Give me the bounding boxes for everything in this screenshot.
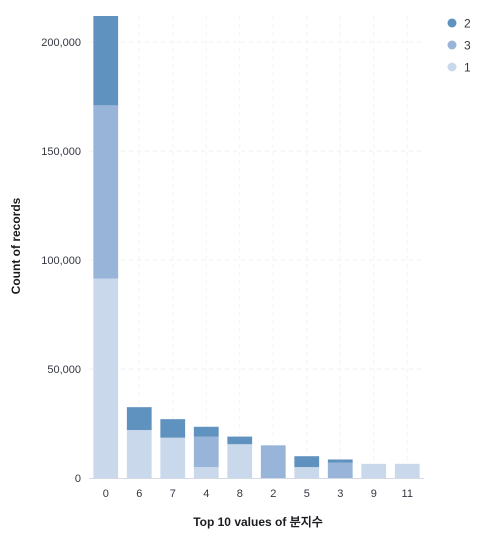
legend-item-2[interactable]: 2 — [447, 17, 472, 31]
legend-label: 1 — [464, 61, 471, 75]
legend-swatch — [447, 18, 457, 28]
legend-swatch — [447, 62, 457, 72]
bar-segment-0-series-1[interactable] — [93, 278, 119, 478]
y-tick-label: 0 — [75, 473, 81, 485]
x-tick-label: 5 — [304, 488, 310, 500]
x-tick-label: 9 — [371, 488, 377, 500]
bar-segment-6-series-2[interactable] — [126, 407, 152, 431]
axes: 0 50,000 100,000 150,000 200,000 0 6 7 4 8 2 5 3 9 11 — [41, 37, 424, 500]
y-axis-title: Count of records — [9, 197, 23, 294]
x-tick-label: 6 — [136, 488, 142, 500]
y-tick-label: 100,000 — [41, 255, 81, 267]
y-tick-label: 50,000 — [47, 364, 81, 376]
y-tick-label: 150,000 — [41, 146, 81, 158]
bar-segment-0-series-2[interactable] — [93, 16, 119, 106]
bars — [93, 16, 420, 478]
bar-segment-3-series-2[interactable] — [327, 459, 353, 463]
bar-segment-8-series-2[interactable] — [227, 436, 253, 445]
bar-segment-7-series-1[interactable] — [160, 437, 186, 478]
bar-segment-4-series-2[interactable] — [193, 426, 219, 437]
x-tick-label: 4 — [203, 488, 209, 500]
bar-segment-4-series-3[interactable] — [193, 436, 219, 468]
bar-segment-6-series-1[interactable] — [126, 430, 152, 478]
legend-swatch — [447, 40, 457, 50]
bar-segment-7-series-2[interactable] — [160, 419, 186, 438]
legend-label: 3 — [464, 39, 471, 53]
bar-segment-5-series-2[interactable] — [294, 456, 320, 468]
x-tick-label: 2 — [270, 488, 276, 500]
x-tick-label: 3 — [337, 488, 343, 500]
bar-segment-11-series-1[interactable] — [394, 463, 420, 478]
bar-segment-8-series-1[interactable] — [227, 444, 253, 478]
bar-segment-5-series-1[interactable] — [294, 467, 320, 478]
x-tick-label: 8 — [237, 488, 243, 500]
legend-item-1[interactable]: 1 — [447, 61, 472, 75]
bar-segment-4-series-1[interactable] — [193, 467, 219, 478]
bar-segment-2-series-3[interactable] — [260, 445, 286, 478]
bar-segment-9-series-1[interactable] — [361, 463, 387, 478]
bar-segment-3-series-3[interactable] — [327, 462, 353, 478]
x-tick-label: 0 — [103, 488, 109, 500]
x-tick-label: 11 — [402, 488, 413, 500]
legend-label: 2 — [464, 17, 471, 31]
y-tick-label: 200,000 — [41, 37, 81, 49]
bar-segment-0-series-3[interactable] — [93, 105, 119, 279]
legend-item-3[interactable]: 3 — [447, 39, 472, 53]
x-tick-label: 7 — [170, 488, 176, 500]
legend: 2 3 1 — [447, 17, 472, 75]
x-axis-title: Top 10 values of 분지수 — [193, 514, 323, 529]
